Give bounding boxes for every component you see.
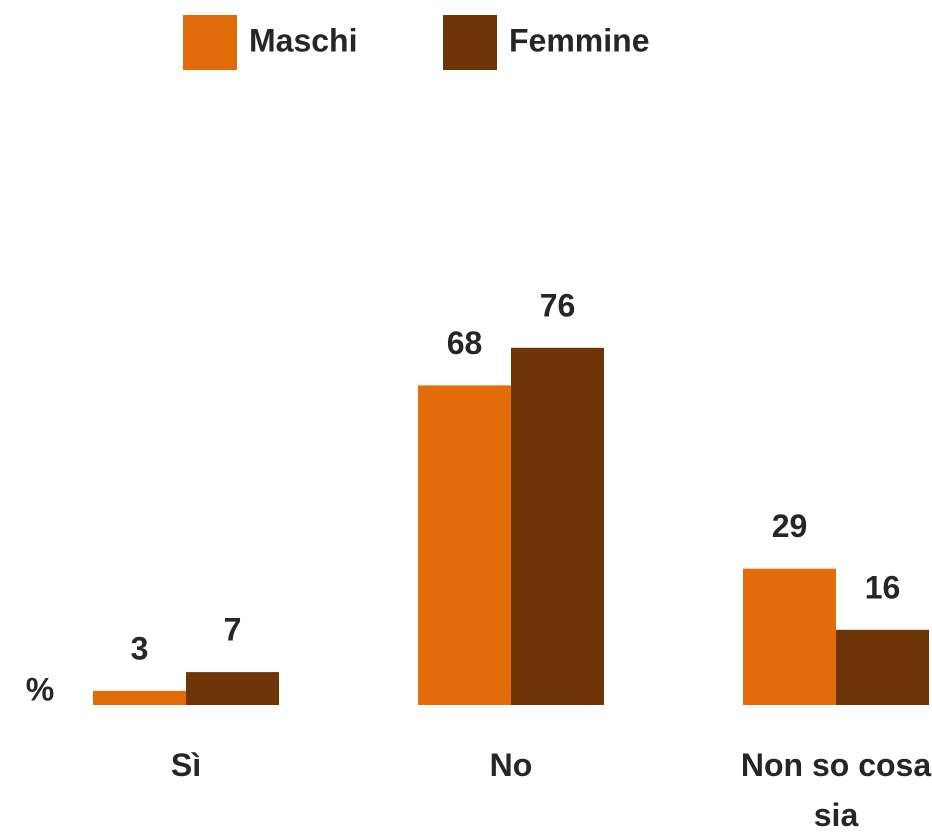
data-label: 29 [772, 508, 808, 544]
bar [93, 690, 186, 705]
bar [836, 629, 929, 705]
x-tick-label: Sì [170, 747, 202, 783]
legend-swatch [443, 15, 497, 70]
x-tick-label: No [489, 747, 533, 783]
data-label: 68 [447, 325, 483, 361]
legend-label: Maschi [249, 22, 357, 58]
y-axis-label: % [26, 671, 54, 707]
bar [418, 385, 511, 705]
data-label: 7 [224, 612, 242, 648]
bar [186, 672, 279, 705]
x-tick-label: Non so cosa sia [740, 747, 932, 833]
legend-label: Femmine [509, 22, 649, 58]
legend-swatch [183, 15, 237, 70]
data-label: 3 [131, 630, 149, 666]
bar [511, 347, 604, 705]
bar [743, 568, 836, 705]
data-label: 76 [540, 287, 576, 323]
data-label: 16 [865, 569, 901, 605]
